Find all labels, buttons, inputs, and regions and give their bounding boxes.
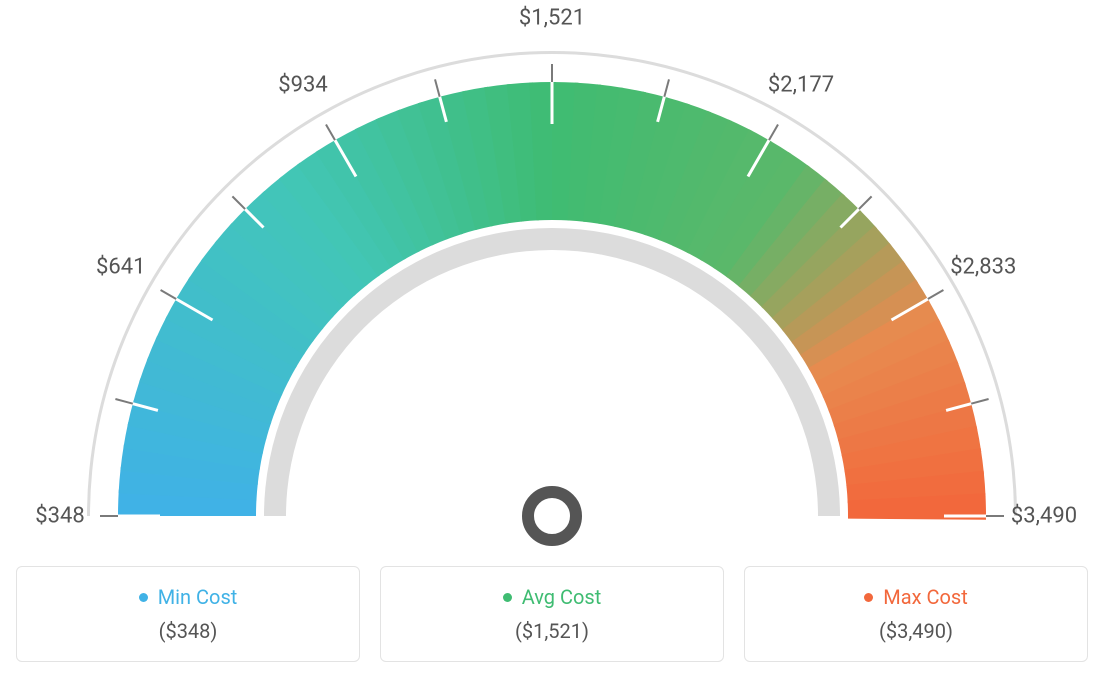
legend-value-avg: ($1,521) bbox=[403, 619, 701, 643]
gauge-tick-label: $2,177 bbox=[768, 72, 834, 97]
legend-dot-avg bbox=[503, 593, 512, 602]
cost-gauge-chart: $348$641$934$1,521$2,177$2,833$3,490 Min… bbox=[16, 16, 1088, 662]
gauge-tick-label: $2,833 bbox=[950, 255, 1016, 280]
legend-dot-max bbox=[864, 593, 873, 602]
legend-label-max: Max Cost bbox=[883, 585, 968, 609]
gauge-svg bbox=[16, 16, 1088, 546]
legend-card-min: Min Cost ($348) bbox=[16, 566, 360, 662]
legend-label-min: Min Cost bbox=[158, 585, 238, 609]
gauge-tick-label: $348 bbox=[35, 504, 84, 529]
gauge-tick-label: $934 bbox=[278, 72, 327, 97]
legend-dot-min bbox=[139, 593, 148, 602]
legend-value-max: ($3,490) bbox=[767, 619, 1065, 643]
legend-label-avg: Avg Cost bbox=[522, 585, 602, 609]
legend-row: Min Cost ($348) Avg Cost ($1,521) Max Co… bbox=[16, 566, 1088, 662]
gauge-tick-label: $641 bbox=[96, 255, 145, 280]
gauge-area: $348$641$934$1,521$2,177$2,833$3,490 bbox=[16, 16, 1088, 546]
legend-card-max: Max Cost ($3,490) bbox=[744, 566, 1088, 662]
legend-card-avg: Avg Cost ($1,521) bbox=[380, 566, 724, 662]
legend-value-min: ($348) bbox=[39, 619, 337, 643]
gauge-tick-label: $3,490 bbox=[1011, 504, 1077, 529]
gauge-tick-label: $1,521 bbox=[519, 6, 585, 31]
